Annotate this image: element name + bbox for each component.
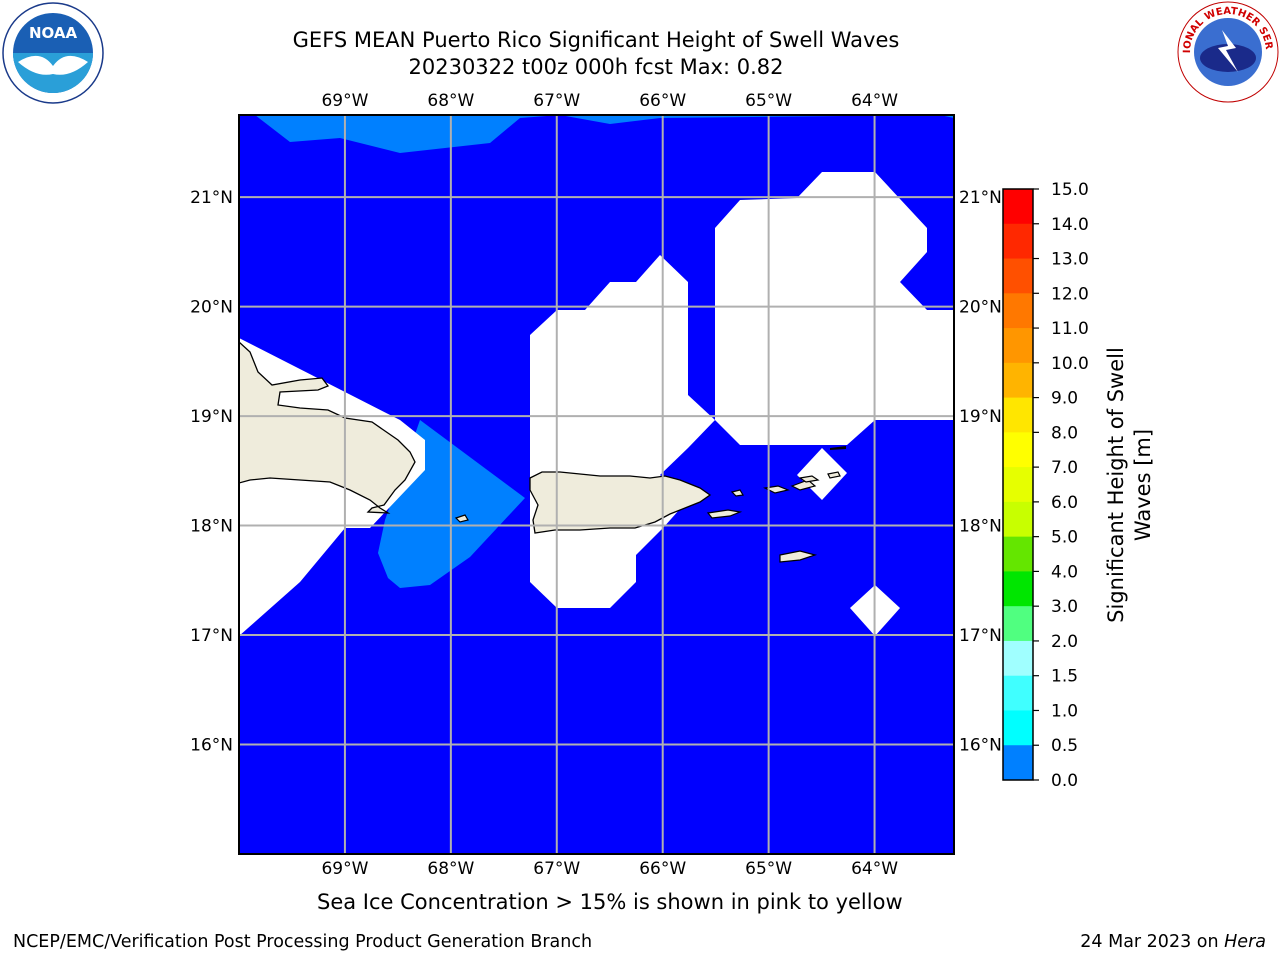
colorbar-bin bbox=[1003, 640, 1033, 677]
lat-label-left: 18°N bbox=[190, 517, 233, 537]
swell-region-top bbox=[239, 115, 954, 153]
colorbar-bin bbox=[1003, 710, 1033, 746]
footer-date-text: 24 Mar 2023 on bbox=[1080, 932, 1225, 952]
colorbar-tick-label: 9.0 bbox=[1051, 389, 1078, 409]
lat-label-left: 21°N bbox=[190, 188, 233, 208]
colorbar-tick-label: 4.0 bbox=[1051, 562, 1078, 582]
colorbar-tick-label: 14.0 bbox=[1051, 215, 1089, 235]
lat-label-right: 18°N bbox=[959, 517, 1002, 537]
colorbar-tick-label: 7.0 bbox=[1051, 458, 1078, 478]
lat-label-right: 16°N bbox=[959, 736, 1002, 756]
lat-label-left: 17°N bbox=[190, 626, 233, 646]
lat-label-right: 21°N bbox=[959, 188, 1002, 208]
chart-title: GEFS MEAN Puerto Rico Significant Height… bbox=[292, 28, 900, 52]
lon-label-bottom: 67°W bbox=[533, 859, 580, 879]
colorbar-bin bbox=[1003, 362, 1033, 399]
land-hispaniola bbox=[239, 341, 416, 514]
colorbar-tick-label: 8.0 bbox=[1051, 423, 1078, 443]
colorbar-bin bbox=[1003, 501, 1033, 538]
noaa-logo-text: NOAA bbox=[29, 24, 78, 42]
land-st-thomas bbox=[763, 485, 791, 494]
lon-label-top: 64°W bbox=[851, 91, 898, 111]
colorbar: 15.0 14.0 13.0 12.0 11.0 10.0 9.0 8.0 7.0 6.0 5.0 4… bbox=[1002, 180, 1089, 791]
land-st-john bbox=[790, 479, 817, 491]
footer-branch: NCEP/EMC/Verification Post Processing Pr… bbox=[13, 932, 593, 952]
lon-label-top: 66°W bbox=[639, 91, 686, 111]
colorbar-bin bbox=[1003, 536, 1033, 572]
land-sombrero bbox=[830, 446, 846, 450]
land-puerto-rico bbox=[529, 471, 712, 534]
no-data-east bbox=[715, 172, 954, 445]
colorbar-label-line2: Waves [m] bbox=[1131, 429, 1155, 541]
colorbar-tick-label: 12.0 bbox=[1051, 284, 1089, 304]
lat-labels-right: 21°N 20°N 19°N 18°N 17°N 16°N bbox=[959, 188, 1002, 755]
colorbar-tick-label: 13.0 bbox=[1051, 250, 1089, 270]
lat-label-right: 19°N bbox=[959, 407, 1002, 427]
lat-label-right: 17°N bbox=[959, 626, 1002, 646]
land-tortola bbox=[798, 475, 820, 483]
colorbar-tick-label: 15.0 bbox=[1051, 180, 1089, 200]
colorbar-tick-label: 2.0 bbox=[1051, 632, 1078, 652]
lon-label-top: 68°W bbox=[427, 91, 474, 111]
lat-label-left: 19°N bbox=[190, 407, 233, 427]
lon-label-top: 67°W bbox=[533, 91, 580, 111]
colorbar-tick-label: 10.0 bbox=[1051, 354, 1089, 374]
colorbar-tick-label: 0.0 bbox=[1051, 771, 1078, 791]
lon-label-bottom: 69°W bbox=[321, 859, 368, 879]
land-st-croix bbox=[779, 550, 818, 563]
lon-label-top: 65°W bbox=[745, 91, 792, 111]
colorbar-bin bbox=[1003, 397, 1033, 433]
footer-date: 24 Mar 2023 on Hera bbox=[1080, 932, 1266, 952]
land-mona bbox=[454, 514, 469, 523]
colorbar-frame bbox=[1002, 188, 1034, 781]
land-anegada bbox=[827, 471, 841, 479]
chart-subtitle: 20230322 t00z 000h fcst Max: 0.82 bbox=[408, 55, 784, 79]
colorbar-bin bbox=[1003, 258, 1033, 294]
footer-host: Hera bbox=[1224, 932, 1266, 952]
colorbar-bin bbox=[1003, 293, 1033, 329]
colorbar-tick-label: 11.0 bbox=[1051, 319, 1089, 339]
lon-label-bottom: 64°W bbox=[851, 859, 898, 879]
nws-logo: NATIONAL WEATHER SERVICE bbox=[1176, 0, 1279, 103]
colorbar-tick-label: 6.0 bbox=[1051, 493, 1078, 513]
colorbar-tick-label: 0.5 bbox=[1051, 736, 1078, 756]
land-vieques bbox=[706, 509, 743, 519]
colorbar-tick-label: 1.0 bbox=[1051, 701, 1078, 721]
colorbar-bin bbox=[1003, 223, 1033, 260]
lon-label-bottom: 66°W bbox=[639, 859, 686, 879]
graticule bbox=[239, 115, 954, 854]
noaa-logo: NOAA bbox=[2, 2, 104, 104]
land-culebra bbox=[730, 489, 744, 497]
colorbar-bin bbox=[1003, 432, 1033, 468]
colorbar-bin bbox=[1003, 606, 1033, 642]
lon-labels-top: 69°W 68°W 67°W 66°W 65°W 64°W bbox=[321, 91, 898, 111]
map-area bbox=[239, 115, 954, 854]
lat-labels-left: 21°N 20°N 19°N 18°N 17°N 16°N bbox=[190, 188, 233, 755]
colorbar-bin bbox=[1003, 328, 1033, 364]
colorbar-bin bbox=[1003, 745, 1033, 781]
lat-label-left: 16°N bbox=[190, 736, 233, 756]
colorbar-tick-label: 1.5 bbox=[1051, 667, 1078, 687]
colorbar-tick-label: 5.0 bbox=[1051, 528, 1078, 548]
lon-label-bottom: 68°W bbox=[427, 859, 474, 879]
colorbar-bin bbox=[1003, 189, 1033, 225]
colorbar-bin bbox=[1003, 675, 1033, 711]
colorbar-tick-label: 3.0 bbox=[1051, 597, 1078, 617]
lon-label-bottom: 65°W bbox=[745, 859, 792, 879]
colorbar-label-line1: Significant Height of Swell bbox=[1104, 347, 1128, 623]
colorbar-bin bbox=[1003, 571, 1033, 607]
lon-labels-bottom: 69°W 68°W 67°W 66°W 65°W 64°W bbox=[321, 859, 898, 879]
map-frame bbox=[238, 114, 955, 855]
lat-label-right: 20°N bbox=[959, 298, 1002, 318]
lat-label-left: 20°N bbox=[190, 298, 233, 318]
lon-label-top: 69°W bbox=[321, 91, 368, 111]
colorbar-bin bbox=[1003, 467, 1033, 503]
